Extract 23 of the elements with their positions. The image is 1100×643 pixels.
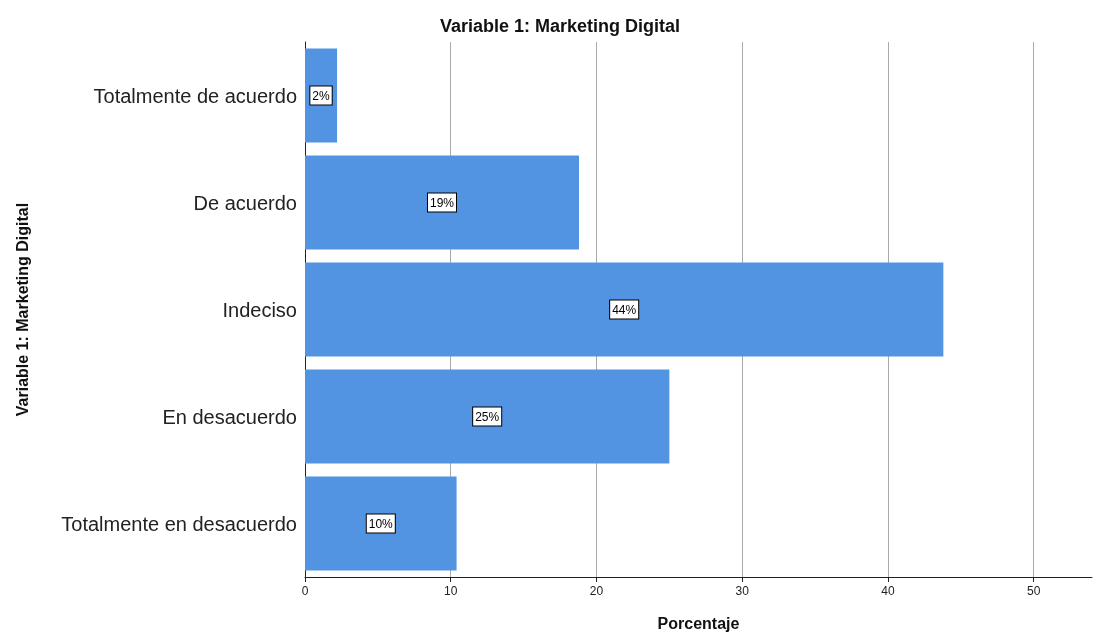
data-label: 2% [312, 88, 331, 103]
y-tick-label: En desacuerdo [162, 405, 297, 428]
x-tick-label: 0 [301, 584, 309, 598]
data-label: 25% [475, 409, 500, 424]
bar [305, 476, 457, 571]
y-tick-label: Totalmente en desacuerdo [61, 512, 297, 535]
x-tick-label: 40 [881, 584, 895, 598]
x-axis-title: Porcentaje [657, 614, 740, 632]
x-tick-label: 20 [589, 584, 604, 598]
y-tick-label: Indeciso [222, 298, 297, 321]
bar [305, 369, 670, 464]
x-tick-label: 30 [735, 584, 750, 598]
y-tick-label: De acuerdo [193, 191, 297, 214]
x-tick-label: 10 [444, 584, 458, 598]
data-label: 19% [429, 195, 455, 210]
bar [305, 155, 579, 250]
chart-title: Variable 1: Marketing Digital [439, 16, 681, 36]
x-tick-label: 50 [1027, 584, 1041, 598]
data-label: 10% [368, 516, 394, 531]
y-axis-title: Variable 1: Marketing Digital [13, 202, 31, 417]
y-tick-label: Totalmente de acuerdo [93, 84, 297, 107]
data-label: 44% [612, 302, 637, 317]
bar [305, 262, 944, 357]
